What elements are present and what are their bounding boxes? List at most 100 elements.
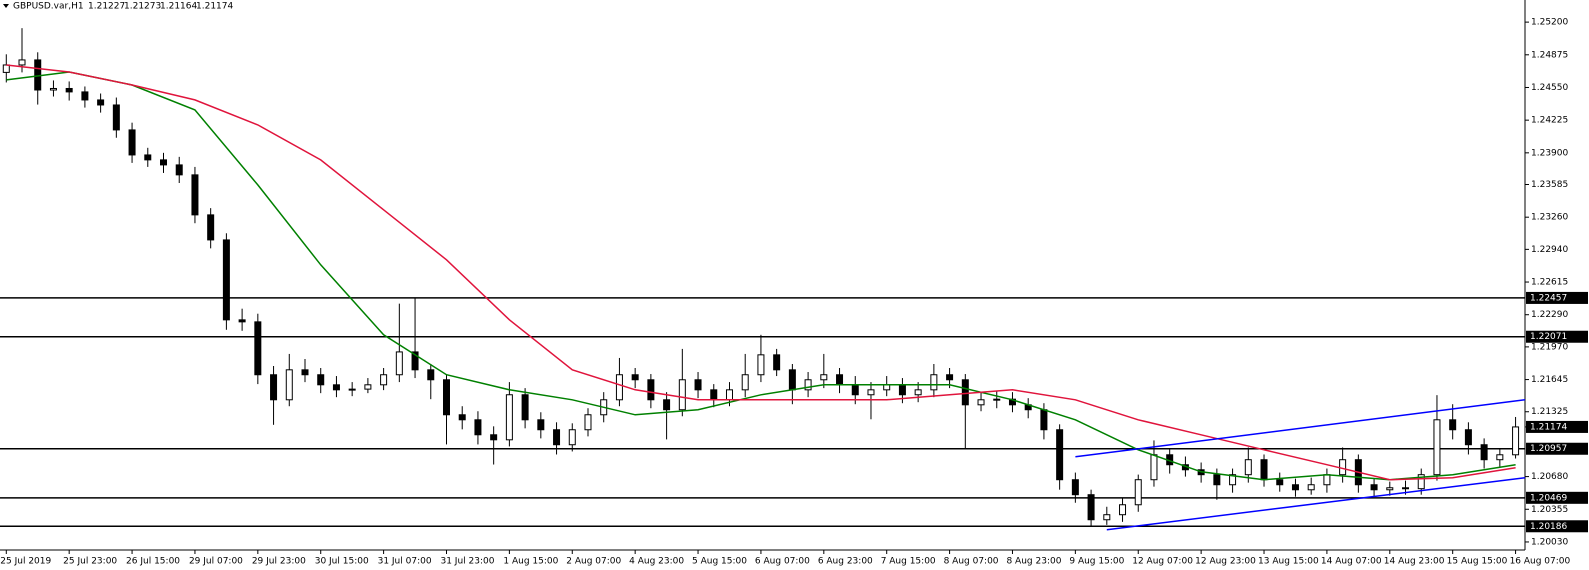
price-box-label: 1.20469: [1530, 493, 1567, 503]
x-tick-label: 12 Aug 07:00: [1132, 557, 1193, 567]
x-tick-label: 8 Aug 07:00: [944, 557, 999, 567]
menu-arrow[interactable]: [3, 4, 9, 8]
moving-average: [6, 71, 1516, 481]
y-tick-label: 1.22290: [1531, 310, 1568, 320]
x-tick-label: 26 Jul 15:00: [126, 557, 180, 567]
candle-body: [348, 388, 356, 391]
candle-body: [1512, 426, 1520, 456]
quote-low: 1.21164: [160, 2, 197, 12]
price-box: 1.20957: [1526, 442, 1588, 455]
price-box-label: 1.22457: [1530, 293, 1567, 303]
x-tick-label: 16 Aug 07:00: [1510, 557, 1571, 567]
candle-body: [254, 321, 262, 376]
y-tick-label: 1.20680: [1531, 472, 1568, 482]
candle-body: [1040, 409, 1048, 431]
candle-body: [725, 389, 733, 401]
quote-high: 1.21273: [124, 2, 161, 12]
price-box: 1.21174: [1526, 420, 1588, 433]
candle-body: [1307, 484, 1315, 491]
x-tick-label: 9 Aug 15:00: [1069, 557, 1124, 567]
candle-body: [820, 374, 828, 381]
y-tick-label: 1.22615: [1531, 278, 1568, 288]
candle-body: [112, 104, 120, 131]
x-tick-label: 6 Aug 07:00: [755, 557, 810, 567]
price-box-bg: [1526, 330, 1588, 343]
candle-body: [1150, 454, 1158, 481]
x-tick-label: 8 Aug 23:00: [1006, 557, 1061, 567]
candle-body: [160, 159, 168, 166]
price-box-bg: [1526, 520, 1588, 533]
x-tick-label: 14 Aug 07:00: [1321, 557, 1382, 567]
price-box: 1.22457: [1526, 291, 1588, 304]
candle-body: [1087, 494, 1095, 521]
x-tick-label: 30 Jul 15:00: [315, 557, 369, 567]
candle-body: [81, 91, 89, 101]
candle-body: [914, 389, 922, 396]
y-tick-label: 1.20030: [1531, 537, 1568, 547]
x-tick-label: 14 Aug 23:00: [1384, 557, 1445, 567]
x-tick-label: 5 Aug 15:00: [692, 557, 747, 567]
candle-body: [584, 414, 592, 431]
candle-body: [1480, 444, 1488, 461]
candle-body: [427, 369, 435, 381]
quote-open: 1.21227: [88, 2, 125, 12]
candle-body: [380, 374, 388, 386]
x-tick-label: 29 Jul 23:00: [252, 557, 306, 567]
x-tick-label: 31 Jul 23:00: [440, 557, 494, 567]
y-tick-label: 1.24225: [1531, 116, 1568, 126]
candle-body: [1464, 429, 1472, 446]
x-tick-label: 25 Jul 2019: [0, 557, 51, 567]
y-tick-label: 1.23260: [1531, 213, 1568, 223]
candle-body: [1260, 459, 1268, 481]
candle-body: [788, 369, 796, 391]
candle-body: [285, 369, 293, 401]
x-tick-label: 1 Aug 15:00: [503, 557, 558, 567]
candle-body: [144, 154, 152, 161]
candle-body: [207, 214, 215, 241]
candle-body: [1103, 514, 1111, 521]
candle-body: [1417, 474, 1425, 490]
candle-body: [97, 99, 105, 106]
candle-body: [694, 379, 702, 391]
candle-body: [1370, 484, 1378, 491]
candle-body: [442, 379, 450, 416]
candle-body: [458, 414, 466, 421]
x-tick-label: 4 Aug 23:00: [629, 557, 684, 567]
y-tick-label: 1.21325: [1531, 407, 1568, 417]
candle-body: [898, 384, 906, 396]
candle-body: [883, 384, 891, 391]
candle-body: [1071, 479, 1079, 496]
candle-body: [647, 379, 655, 401]
candle-body: [317, 374, 325, 386]
x-tick-label: 29 Jul 07:00: [189, 557, 243, 567]
x-tick-label: 15 Aug 15:00: [1447, 557, 1508, 567]
x-tick-label: 25 Jul 23:00: [63, 557, 117, 567]
candle-body: [1323, 474, 1331, 486]
candle-body: [1229, 474, 1237, 486]
x-tick-label: 13 Aug 15:00: [1258, 557, 1319, 567]
candle-body: [332, 384, 340, 391]
y-tick-label: 1.24550: [1531, 83, 1568, 93]
x-tick-label: 31 Jul 07:00: [378, 557, 432, 567]
candle-body: [364, 384, 372, 390]
candle-body: [631, 374, 639, 381]
candle-body: [1291, 484, 1299, 491]
candle-body: [568, 429, 576, 446]
candle-body: [1433, 419, 1441, 476]
candle-body: [18, 59, 26, 66]
y-tick-label: 1.25200: [1531, 18, 1568, 28]
candle-body: [553, 429, 561, 446]
candle-body: [411, 351, 419, 371]
candle-body: [222, 239, 230, 321]
price-box: 1.20186: [1526, 520, 1588, 533]
candle-body: [474, 419, 482, 436]
price-box: 1.22071: [1526, 330, 1588, 343]
candle-body: [2, 64, 10, 73]
candle-body: [1496, 454, 1504, 461]
price-box-label: 1.20957: [1530, 444, 1567, 454]
candle-body: [836, 374, 844, 386]
price-box: 1.20469: [1526, 491, 1588, 504]
candle-body: [1386, 487, 1394, 491]
candle-body: [191, 174, 199, 216]
